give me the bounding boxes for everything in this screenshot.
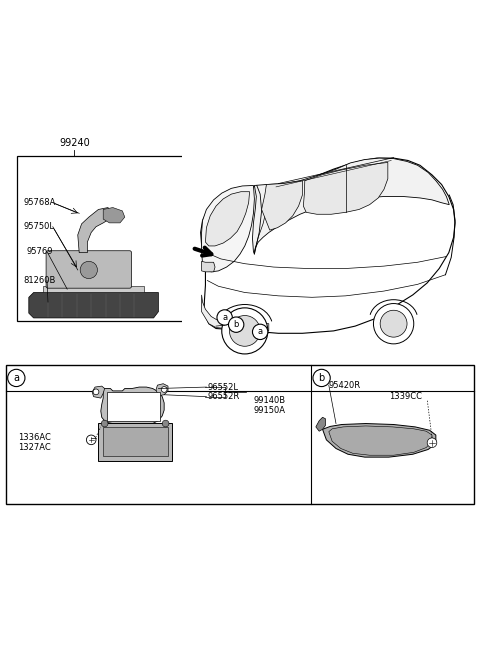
Polygon shape [103,208,125,223]
Text: 81260B: 81260B [23,276,55,285]
Polygon shape [323,424,436,457]
Polygon shape [202,185,254,272]
Polygon shape [201,158,455,333]
Circle shape [101,420,108,427]
Polygon shape [303,162,388,214]
Circle shape [161,386,167,392]
Text: a: a [258,327,263,336]
Text: b: b [233,320,239,329]
Text: 95769: 95769 [26,247,53,256]
Polygon shape [78,208,111,253]
Circle shape [162,420,169,427]
Text: 95750L: 95750L [23,222,54,231]
Bar [103,428,168,456]
Text: 95768A: 95768A [23,198,55,207]
Text: 1339CC: 1339CC [389,392,422,401]
Text: 96552R: 96552R [207,392,240,401]
Circle shape [373,304,414,344]
Polygon shape [202,261,215,272]
Polygon shape [329,426,432,455]
Polygon shape [29,292,158,318]
Text: a: a [222,313,227,322]
Polygon shape [101,387,164,424]
Circle shape [229,315,260,346]
Circle shape [217,310,232,325]
FancyBboxPatch shape [98,423,172,461]
Circle shape [380,310,407,337]
Circle shape [80,261,97,279]
Polygon shape [262,181,302,230]
Bar [17,156,202,321]
Circle shape [222,308,268,354]
Text: 1336AC: 1336AC [18,434,51,442]
Polygon shape [252,158,449,254]
Circle shape [427,438,437,447]
Text: 1327AC: 1327AC [18,443,51,452]
Circle shape [86,435,96,445]
Circle shape [313,369,330,386]
Bar [6,365,474,504]
Text: 96552L: 96552L [207,382,239,392]
Polygon shape [92,386,105,398]
Text: b: b [318,373,325,383]
Polygon shape [156,384,168,396]
FancyBboxPatch shape [46,251,132,288]
Bar [107,392,160,420]
Polygon shape [316,417,325,431]
Text: a: a [13,373,19,383]
Circle shape [8,369,25,386]
Circle shape [252,324,268,340]
Circle shape [93,389,99,395]
Text: 95420R: 95420R [329,380,361,390]
Polygon shape [205,192,250,246]
Text: 99140B: 99140B [253,396,286,405]
Text: 99240: 99240 [59,137,90,148]
Circle shape [228,317,244,332]
Bar [182,93,480,343]
Polygon shape [202,295,269,330]
Text: 99150A: 99150A [253,405,286,415]
Bar [43,286,144,292]
